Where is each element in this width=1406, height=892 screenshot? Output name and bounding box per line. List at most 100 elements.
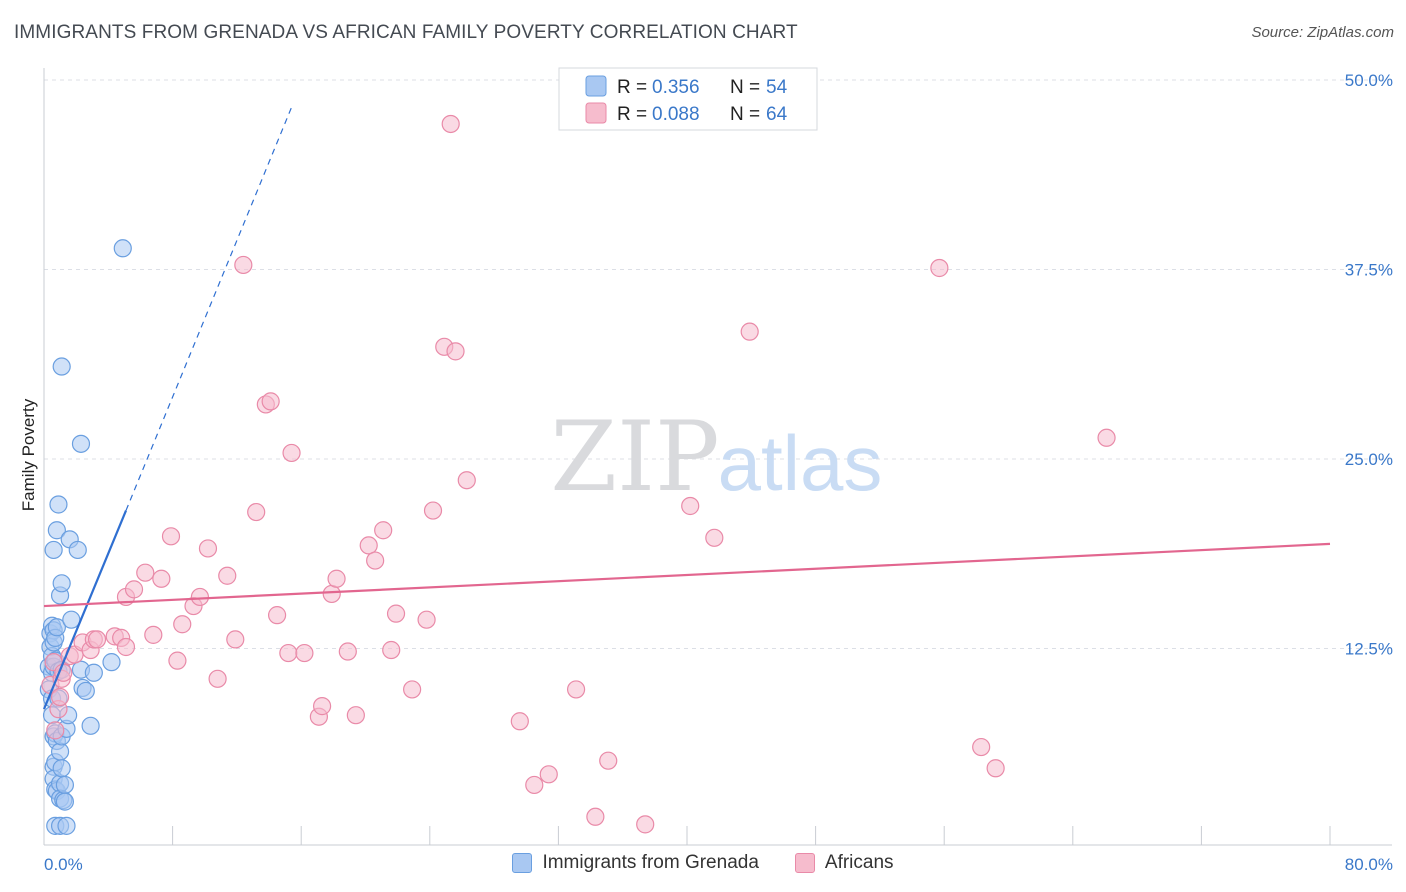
point-africans-40 — [323, 585, 340, 602]
point-africans-21 — [162, 528, 179, 545]
series-legend: Immigrants from Grenada Africans — [0, 852, 1406, 874]
point-africans-17 — [126, 581, 143, 598]
point-africans-54 — [447, 343, 464, 360]
point-africans-67 — [973, 739, 990, 756]
point-grenada-40 — [56, 776, 73, 793]
point-grenada-26 — [50, 496, 67, 513]
series-grenada-points — [40, 240, 131, 835]
point-africans-2 — [47, 722, 64, 739]
scatter-chart: ZIP atlas 12.5%25.0%37.5%50.0% 0.0% 80.0%… — [0, 0, 1406, 892]
point-africans-36 — [283, 444, 300, 461]
point-africans-23 — [174, 616, 191, 633]
point-africans-37 — [296, 645, 313, 662]
legend-n-label-0: N = — [730, 77, 760, 98]
point-africans-42 — [339, 643, 356, 660]
point-africans-53 — [442, 115, 459, 132]
trend-grenada-dashed — [126, 107, 292, 510]
y-tick-label-3: 50.0% — [1345, 71, 1393, 90]
point-africans-62 — [637, 816, 654, 833]
y-tick-label-2: 37.5% — [1345, 261, 1393, 280]
point-africans-44 — [360, 537, 377, 554]
point-africans-4 — [52, 689, 69, 706]
point-africans-46 — [375, 522, 392, 539]
legend-r-label-1: R = — [617, 104, 647, 125]
legend-swatch-africans — [586, 103, 606, 123]
point-grenada-54 — [103, 654, 120, 671]
series-legend-grenada-swatch — [512, 853, 532, 873]
point-africans-50 — [418, 611, 435, 628]
point-africans-57 — [526, 776, 543, 793]
point-africans-47 — [383, 642, 400, 659]
watermark-atlas: atlas — [718, 419, 883, 507]
grid-lines — [44, 80, 1392, 649]
point-africans-26 — [199, 540, 216, 557]
point-africans-35 — [280, 645, 297, 662]
point-grenada-41 — [56, 793, 73, 810]
point-africans-49 — [404, 681, 421, 698]
point-africans-12 — [89, 631, 106, 648]
point-africans-56 — [511, 713, 528, 730]
point-africans-60 — [587, 808, 604, 825]
legend-n-label-1: N = — [730, 104, 760, 125]
point-grenada-55 — [114, 240, 131, 257]
point-grenada-9 — [45, 541, 62, 558]
point-grenada-51 — [77, 682, 94, 699]
point-africans-63 — [682, 497, 699, 514]
point-africans-43 — [347, 707, 364, 724]
point-africans-69 — [1098, 429, 1115, 446]
series-legend-africans-swatch — [795, 853, 815, 873]
point-africans-19 — [145, 626, 162, 643]
point-africans-51 — [425, 502, 442, 519]
series-legend-africans-label: Africans — [825, 852, 894, 874]
point-africans-29 — [227, 631, 244, 648]
point-africans-66 — [931, 259, 948, 276]
point-africans-27 — [209, 670, 226, 687]
point-grenada-30 — [52, 743, 69, 760]
legend-n-value-1: 64 — [766, 104, 788, 125]
point-africans-15 — [117, 638, 134, 655]
legend-r-value-1: 0.088 — [652, 104, 700, 125]
point-africans-20 — [153, 570, 170, 587]
point-grenada-42 — [58, 817, 75, 834]
legend-r-label-0: R = — [617, 77, 647, 98]
series-legend-grenada-label: Immigrants from Grenada — [542, 852, 758, 874]
point-africans-31 — [248, 504, 265, 521]
point-africans-18 — [137, 564, 154, 581]
point-africans-58 — [540, 766, 557, 783]
point-africans-68 — [987, 760, 1004, 777]
point-africans-34 — [269, 607, 286, 624]
point-africans-59 — [568, 681, 585, 698]
legend-swatch-grenada — [586, 76, 606, 96]
point-grenada-53 — [85, 664, 102, 681]
legend-box: R = 0.356 N = 54 R = 0.088 N = 64 — [559, 68, 817, 130]
series-legend-grenada: Immigrants from Grenada — [512, 852, 758, 874]
point-africans-55 — [458, 472, 475, 489]
y-tick-labels: 12.5% 25.0% 37.5% 50.0% — [1345, 71, 1393, 659]
point-africans-65 — [741, 323, 758, 340]
point-africans-30 — [235, 256, 252, 273]
point-africans-28 — [219, 567, 236, 584]
point-grenada-47 — [69, 541, 86, 558]
y-tick-label-0: 12.5% — [1345, 640, 1393, 659]
trend-africans — [44, 544, 1330, 606]
point-africans-61 — [600, 752, 617, 769]
point-africans-41 — [328, 570, 345, 587]
point-grenada-48 — [72, 435, 89, 452]
series-legend-africans: Africans — [795, 852, 894, 874]
point-grenada-38 — [53, 760, 70, 777]
point-africans-25 — [191, 588, 208, 605]
point-africans-48 — [388, 605, 405, 622]
legend-r-value-0: 0.356 — [652, 77, 700, 98]
y-tick-label-1: 25.0% — [1345, 450, 1393, 469]
point-grenada-34 — [53, 358, 70, 375]
legend-n-value-0: 54 — [766, 77, 788, 98]
point-africans-45 — [367, 552, 384, 569]
point-grenada-52 — [82, 717, 99, 734]
point-africans-64 — [706, 529, 723, 546]
y-axis-label: Family Poverty — [19, 398, 38, 511]
point-africans-33 — [262, 393, 279, 410]
point-grenada-35 — [53, 575, 70, 592]
watermark-zip: ZIP — [550, 401, 719, 513]
point-africans-39 — [314, 698, 331, 715]
watermark: ZIP atlas — [550, 401, 882, 513]
